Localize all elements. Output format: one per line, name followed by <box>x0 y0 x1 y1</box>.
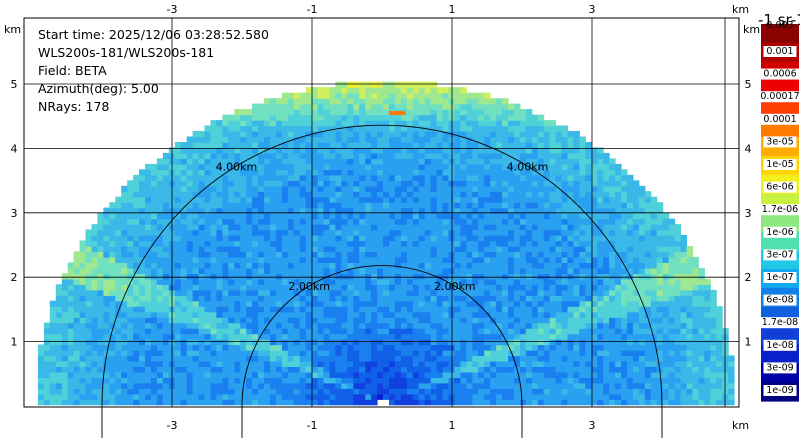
colorbar-label: 3e-05 <box>766 136 793 147</box>
colorbar-label: 3e-09 <box>766 362 793 373</box>
x-tick-bottom: -1 <box>307 419 318 432</box>
colorbar-label: 0.0006 <box>763 69 796 80</box>
y-tick-left: 3 <box>11 207 18 220</box>
x-tick-top: -3 <box>167 3 178 16</box>
colorbar-label: 0.0001 <box>763 114 796 125</box>
y-unit-right: km <box>743 23 760 36</box>
x-tick-bottom: 1 <box>449 419 456 432</box>
range-ring-2 <box>241 265 523 438</box>
y-tick-left: 4 <box>11 142 18 155</box>
colorbar-label: 3e-07 <box>766 249 793 260</box>
x-unit-top: km <box>732 3 749 16</box>
colorbar-label-bg <box>757 204 800 216</box>
colorbar-label-bg <box>760 68 800 80</box>
x-tick-bottom: -3 <box>167 419 178 432</box>
colorbar-label-bg <box>760 113 800 125</box>
colorbar-label: 1e-09 <box>766 385 793 396</box>
start-time: Start time: 2025/12/06 03:28:52.580 <box>38 27 269 42</box>
colorbar-label-bg <box>757 317 800 329</box>
y-tick-left: 1 <box>11 336 18 349</box>
colorbar-label: 0.00017 <box>760 91 799 102</box>
y-tick-left: 5 <box>11 78 18 91</box>
colorbar-label-bg <box>763 294 797 306</box>
y-tick-left: 2 <box>11 271 18 284</box>
azimuth: Azimuth(deg): 5.00 <box>38 81 159 96</box>
colorbar-label: 6e-08 <box>766 295 793 306</box>
colorbar-unit: -1 sr-1 <box>758 11 800 29</box>
x-tick-bottom: 3 <box>589 419 596 432</box>
ring-label: 2.00km <box>288 280 330 293</box>
ring-label: 4.00km <box>507 160 549 173</box>
y-tick-right: 5 <box>745 78 752 91</box>
colorbar-label-bg <box>763 339 797 351</box>
colorbar-label: 1e-07 <box>766 272 793 283</box>
x-tick-top: -1 <box>307 3 318 16</box>
info-panel: Start time: 2025/12/06 03:28:52.580 WLS2… <box>38 26 269 116</box>
y-tick-right: 2 <box>745 271 752 284</box>
colorbar-label: 1.7e-06 <box>762 204 798 215</box>
colorbar-label: 1e-05 <box>766 159 793 170</box>
colorbar-swatch <box>761 24 799 44</box>
x-tick-top: 1 <box>449 3 456 16</box>
x-unit-bottom: km <box>732 419 749 432</box>
range-ring-4 <box>101 124 663 438</box>
ring-label: 2.00km <box>434 280 476 293</box>
hotspot <box>389 111 405 116</box>
colorbar-label-bg <box>763 272 797 283</box>
colorbar-label-bg <box>763 46 797 57</box>
colorbar-label-bg <box>763 385 797 396</box>
colorbar-label-bg <box>763 249 797 261</box>
y-tick-right: 1 <box>745 336 752 349</box>
colorbar-label-bg <box>763 181 797 193</box>
y-unit-left: km <box>4 23 21 36</box>
colorbar-label-bg <box>763 362 797 374</box>
colorbar-label: 1.7e-08 <box>762 317 798 328</box>
nrays: NRays: 178 <box>38 99 110 114</box>
colorbar-label: 1e-06 <box>766 227 793 238</box>
colorbar-top-label: 0.003 <box>766 20 793 31</box>
colorbar-label-bg <box>763 226 797 238</box>
colorbar-label: 0.001 <box>766 46 793 57</box>
colorbar-label: 1e-08 <box>766 340 793 351</box>
x-tick-top: 3 <box>589 3 596 16</box>
colorbar-label-bg <box>757 91 800 103</box>
field-name: Field: BETA <box>38 63 107 78</box>
colorbar-label: 6e-06 <box>766 182 793 193</box>
colorbar-label-bg <box>763 136 797 148</box>
colorbar-label-bg <box>763 159 797 170</box>
y-tick-right: 3 <box>745 207 752 220</box>
ring-label: 4.00km <box>216 160 258 173</box>
instrument: WLS200s-181/WLS200s-181 <box>38 45 215 60</box>
y-tick-right: 4 <box>745 142 752 155</box>
